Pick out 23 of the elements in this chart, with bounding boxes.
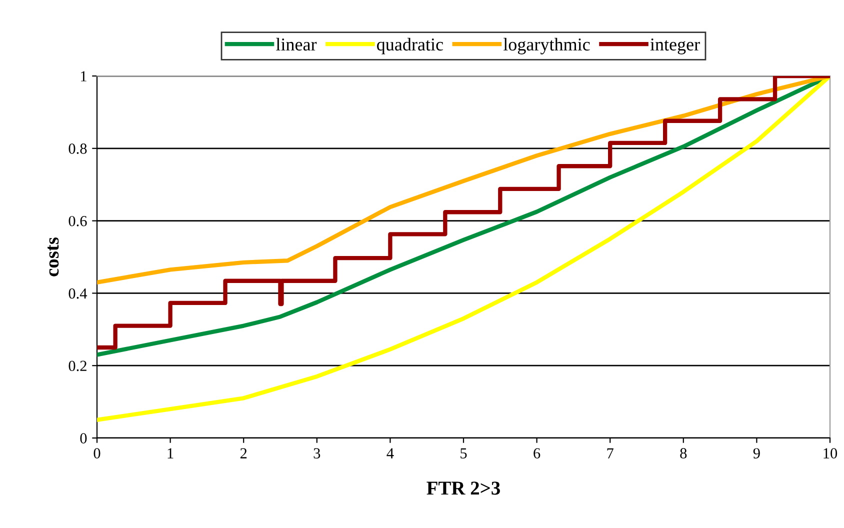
x-axis-title: FTR 2>3	[426, 482, 500, 495]
x-tick-label: 0	[94, 448, 100, 458]
x-tick-label: 3	[314, 448, 320, 458]
x-tick-label: 8	[680, 448, 687, 458]
y-tick-label: 0.4	[68, 288, 88, 299]
x-tick-label: 6	[534, 448, 540, 458]
x-tick-label: 2	[240, 448, 247, 458]
legend-label: quadratic	[377, 38, 443, 54]
x-tick-label: 1	[168, 448, 174, 458]
legend-label: integer	[650, 38, 700, 54]
x-tick-label: 4	[386, 448, 394, 458]
x-tick-label: 5	[460, 448, 467, 458]
y-tick-label: 0	[80, 433, 87, 444]
y-axis-title: costs	[48, 237, 59, 276]
legend-label: logarythmic	[503, 38, 590, 54]
y-tick-label: 0.2	[68, 360, 86, 372]
y-tick-label: 0.6	[68, 216, 87, 226]
y-tick-label: 0.8	[68, 144, 87, 154]
x-tick-label: 10	[824, 448, 838, 458]
x-tick-label: 7	[607, 448, 614, 458]
legend-label: linear	[276, 38, 317, 51]
x-tick-label: 9	[753, 448, 760, 458]
y-tick-label: 1	[80, 71, 86, 82]
